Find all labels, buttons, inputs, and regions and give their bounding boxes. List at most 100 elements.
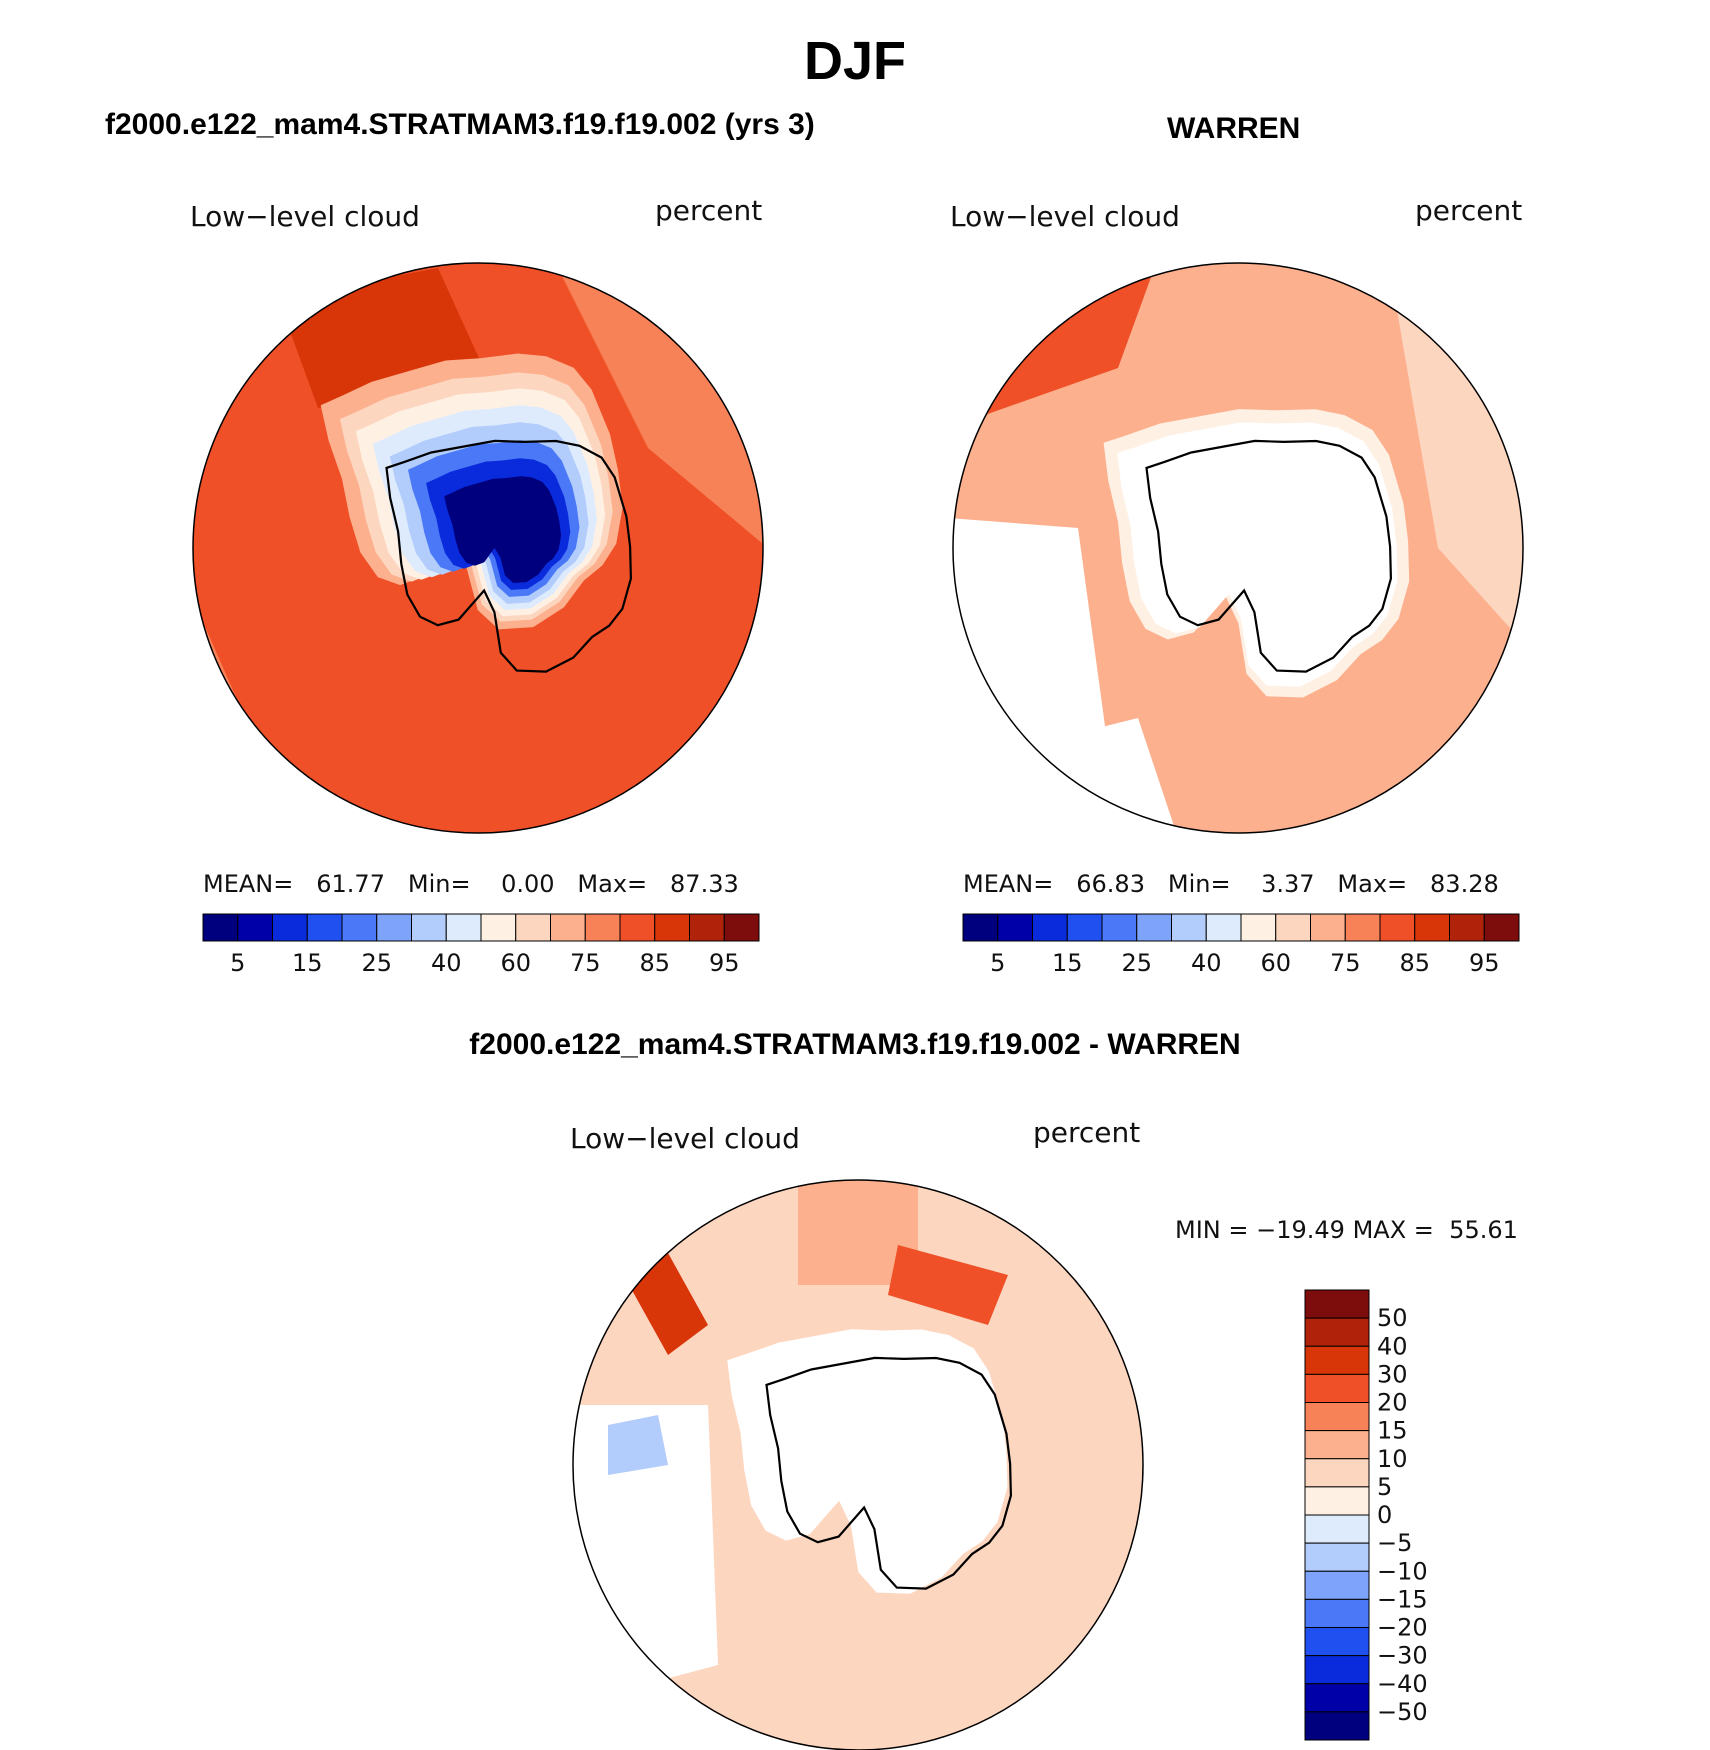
obs-max-value: 83.28: [1430, 870, 1499, 898]
colorbar-swatch: [1205, 913, 1242, 942]
colorbar-swatch: [1101, 913, 1138, 942]
colorbar-swatch: [654, 913, 690, 942]
colorbar-swatch: [341, 913, 378, 942]
colorbar-tick-label: −50: [1377, 1698, 1428, 1726]
colorbar-tick-label: 15: [1377, 1417, 1408, 1445]
colorbar-swatch: [1136, 913, 1172, 942]
colorbar-swatch: [1304, 1402, 1370, 1432]
obs-colorbar: 5 15 25 40 60 75 85 95: [962, 913, 1520, 977]
colorbar-tick-label: 30: [1377, 1360, 1408, 1388]
obs-panel-title: WARREN: [1167, 112, 1301, 145]
colorbar-swatch: [1066, 913, 1103, 942]
colorbar-swatch: [1240, 913, 1277, 942]
coastline: [765, 1356, 1013, 1590]
colorbar-swatch: [445, 913, 482, 942]
model-map: [193, 263, 763, 833]
model-min-label: Min=: [407, 870, 471, 898]
colorbar-tick-label: 25: [1121, 949, 1152, 977]
colorbar-swatch: [411, 913, 447, 942]
colorbar-tick-label: 95: [709, 949, 740, 977]
obs-mean-label: MEAN=: [963, 870, 1054, 898]
colorbar-tick-label: −30: [1377, 1642, 1428, 1670]
colorbar-swatch: [1310, 913, 1346, 942]
colorbar-tick-label: 60: [1260, 949, 1291, 977]
model-map-border: [192, 262, 764, 834]
colorbar-swatch: [306, 913, 343, 942]
diff-negative-patch: [608, 1415, 668, 1475]
colorbar-tick-label: 75: [1330, 949, 1361, 977]
diff-positive-patch: [888, 1245, 1008, 1325]
obs-min-label: Min=: [1167, 870, 1231, 898]
colorbar-tick-label: 40: [1377, 1332, 1408, 1360]
colorbar-tick-label: 15: [1052, 949, 1083, 977]
colorbar-swatch: [1304, 1514, 1370, 1544]
colorbar-swatch: [237, 913, 273, 942]
colorbar-tick-label: −5: [1377, 1529, 1412, 1557]
diff-panel-title: f2000.e122_mam4.STRATMAM3.f19.f19.002 - …: [469, 1028, 1241, 1061]
figure-title: DJF: [803, 31, 906, 91]
diff-variable-label: Low−level cloud: [570, 1122, 800, 1155]
cloud-contour: [444, 476, 562, 583]
colorbar-tick-label: 95: [1469, 949, 1500, 977]
colorbar-tick-label: 85: [1399, 949, 1430, 977]
colorbar-swatch: [1304, 1430, 1370, 1460]
colorbar-swatch: [1304, 1373, 1370, 1403]
colorbar-swatch: [1304, 1711, 1370, 1741]
diff-min-label: MIN =: [1175, 1216, 1249, 1244]
colorbar-tick-label: 5: [230, 949, 245, 977]
diff-min-value: −19.49: [1256, 1216, 1345, 1244]
colorbar-swatch: [1304, 1458, 1370, 1488]
colorbar-tick-label: 25: [361, 949, 392, 977]
colorbar-swatch: [1483, 913, 1520, 942]
colorbar-swatch: [376, 913, 412, 942]
colorbar-swatch: [1032, 913, 1068, 942]
obs-stats: MEAN= 66.83 Min= 3.37 Max= 83.28: [963, 870, 1499, 898]
colorbar-tick-label: 40: [1191, 949, 1222, 977]
obs-min-value: 3.37: [1261, 870, 1315, 898]
colorbar-swatch: [272, 913, 308, 942]
colorbar-swatch: [1304, 1289, 1370, 1319]
colorbar-tick-label: −20: [1377, 1614, 1428, 1642]
model-mean-label: MEAN=: [203, 870, 294, 898]
model-stats: MEAN= 61.77 Min= 0.00 Max= 87.33: [203, 870, 739, 898]
model-min-value: 0.00: [501, 870, 555, 898]
coastline: [385, 439, 633, 673]
colorbar-swatch: [1304, 1486, 1370, 1516]
colorbar-tick-label: −10: [1377, 1557, 1428, 1585]
diff-max-value: 55.61: [1449, 1216, 1518, 1244]
colorbar-swatch: [1304, 1683, 1370, 1713]
colorbar-swatch: [202, 913, 239, 942]
diff-map: [573, 1180, 1143, 1750]
colorbar-swatch: [1304, 1598, 1370, 1628]
diff-map-border: [572, 1179, 1144, 1750]
colorbar-swatch: [1304, 1627, 1370, 1657]
colorbar-tick-label: 20: [1377, 1389, 1408, 1417]
colorbar-swatch: [1304, 1655, 1370, 1685]
colorbar-swatch: [997, 913, 1033, 942]
coastline: [1145, 439, 1393, 673]
obs-mean-value: 66.83: [1076, 870, 1145, 898]
colorbar-swatch: [1379, 913, 1416, 942]
colorbar-swatch: [1304, 1570, 1370, 1600]
colorbar-tick-label: 5: [1377, 1473, 1392, 1501]
obs-units-label: percent: [1415, 194, 1523, 227]
diff-units-label: percent: [1033, 1116, 1141, 1149]
model-mean-value: 61.77: [316, 870, 385, 898]
colorbar-swatch: [962, 913, 999, 942]
colorbar-swatch: [480, 913, 517, 942]
colorbar-swatch: [515, 913, 551, 942]
model-colorbar: 5 15 25 40 60 75 85 95: [202, 913, 760, 977]
colorbar-tick-label: 10: [1377, 1445, 1408, 1473]
colorbar-swatch: [1304, 1345, 1370, 1375]
colorbar-swatch: [1344, 913, 1381, 942]
obs-variable-label: Low−level cloud: [950, 200, 1180, 233]
colorbar-tick-label: 60: [500, 949, 531, 977]
obs-map-border: [952, 262, 1524, 834]
diff-max-label: MAX =: [1352, 1216, 1434, 1244]
obs-max-label: Max=: [1337, 870, 1408, 898]
colorbar-swatch: [1304, 1542, 1370, 1572]
colorbar-swatch: [550, 913, 586, 942]
model-panel-title: f2000.e122_mam4.STRATMAM3.f19.f19.002 (y…: [105, 108, 815, 141]
model-units-label: percent: [655, 194, 763, 227]
colorbar-tick-label: 75: [570, 949, 601, 977]
